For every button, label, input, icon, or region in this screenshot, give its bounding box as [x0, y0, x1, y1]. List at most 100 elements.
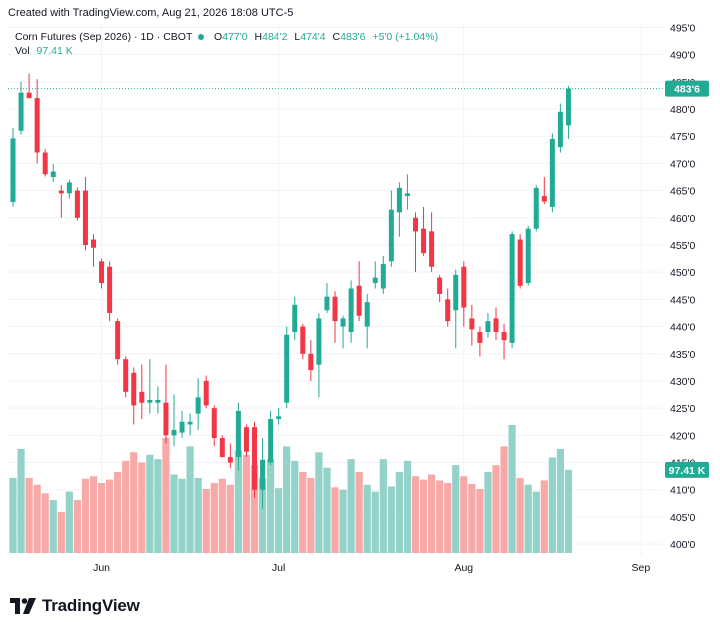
- candle-body: [485, 321, 491, 333]
- volume-bar: [379, 459, 387, 553]
- price-axis[interactable]: 400'0405'0410'0415'0420'0425'0430'0435'0…: [665, 22, 709, 551]
- volume-bar: [307, 477, 315, 553]
- candle-body: [565, 88, 571, 126]
- volume-bar: [508, 425, 516, 553]
- volume-bar: [419, 479, 428, 553]
- last-volume-badge: [665, 461, 709, 478]
- legend-open-label: O: [214, 31, 223, 43]
- volume-bar: [355, 471, 363, 553]
- candle-body: [123, 359, 129, 392]
- candle-body: [300, 326, 306, 354]
- price-chart[interactable]: 400'0405'0410'0415'0420'0425'0430'0435'0…: [0, 0, 720, 590]
- candle-body: [413, 217, 418, 232]
- legend-close-value: 483'6: [340, 31, 366, 43]
- candle-body: [252, 427, 257, 490]
- price-tick-label: 400'0: [670, 539, 696, 551]
- volume-bars: [9, 425, 573, 553]
- volume-bar: [226, 484, 234, 553]
- candle-body: [131, 372, 137, 406]
- volume-bar: [122, 460, 130, 553]
- volume-bar: [258, 477, 267, 553]
- volume-bar: [339, 489, 347, 553]
- volume-bar: [97, 483, 106, 553]
- candle-body: [469, 318, 475, 330]
- candle-body: [493, 318, 499, 333]
- chart-legend: Corn Futures (Sep 2026) · 1D · CBOT O477…: [15, 30, 438, 58]
- volume-bar: [315, 452, 323, 553]
- candle-body: [541, 196, 547, 202]
- price-tick-label: 450'0: [670, 267, 696, 279]
- candle-body: [219, 438, 225, 458]
- candle-body: [42, 152, 48, 175]
- candle-body: [517, 239, 523, 286]
- volume-bar: [130, 452, 138, 553]
- volume-bar: [428, 474, 436, 553]
- candle-body: [501, 332, 507, 341]
- volume-bar: [138, 462, 146, 553]
- volume-bar: [202, 489, 210, 553]
- candle-body: [525, 228, 531, 284]
- volume-bar: [291, 460, 299, 553]
- volume-bar: [516, 477, 524, 553]
- candle-body: [179, 421, 185, 433]
- volume-bar: [162, 437, 170, 553]
- price-tick-label: 440'0: [670, 322, 696, 334]
- candle-body: [163, 402, 169, 436]
- volume-bar: [323, 467, 331, 553]
- legend-high-value: 484'2: [262, 31, 288, 43]
- market-status-dot-icon: [198, 33, 205, 40]
- price-tick-label: 495'0: [670, 22, 696, 34]
- volume-bar: [484, 471, 492, 553]
- candle-body: [533, 187, 539, 229]
- candle-body: [372, 277, 378, 284]
- candle-body: [437, 277, 443, 294]
- candle-body: [461, 266, 467, 308]
- legend-low-label: L: [294, 31, 301, 43]
- candle-body: [139, 391, 145, 403]
- volume-bar: [49, 500, 57, 553]
- brand-name: TradingView: [42, 596, 140, 615]
- volume-bar: [363, 484, 371, 553]
- candle-body: [260, 459, 266, 490]
- volume-bar: [218, 478, 226, 553]
- volume-bar: [476, 489, 484, 553]
- candles: [10, 73, 571, 509]
- candle-body: [316, 318, 322, 365]
- candle-body: [107, 266, 113, 313]
- candle-body: [429, 231, 435, 267]
- volume-bar: [250, 465, 259, 553]
- volume-bar: [411, 476, 420, 553]
- volume-bar: [89, 476, 98, 553]
- volume-bar: [403, 460, 412, 553]
- candle-body: [50, 171, 56, 178]
- volume-bar: [65, 491, 73, 553]
- last-volume-badge-label: 97.41 K: [669, 465, 706, 477]
- legend-close-label: C: [332, 31, 341, 43]
- time-tick-label: Aug: [454, 562, 473, 574]
- volume-bar: [371, 491, 379, 553]
- volume-bar: [170, 474, 178, 553]
- candle-body: [284, 334, 290, 403]
- last-price-badge: [665, 80, 709, 97]
- price-tick-label: 405'0: [670, 512, 696, 524]
- volume-bar: [154, 459, 162, 553]
- candle-body: [348, 288, 354, 333]
- volume-bar: [347, 459, 355, 553]
- created-with-caption: Created with TradingView.com, Aug 21, 20…: [8, 7, 294, 19]
- candle-body: [147, 399, 153, 403]
- candle-body: [34, 98, 40, 153]
- candle-body: [549, 138, 555, 207]
- price-tick-label: 460'0: [670, 213, 696, 225]
- volume-bar: [452, 465, 460, 553]
- volume-bar: [275, 488, 283, 553]
- volume-bar: [436, 480, 444, 553]
- time-axis[interactable]: Jun Jul Aug Sep: [93, 562, 650, 574]
- price-tick-label: 475'0: [670, 131, 696, 143]
- candle-body: [453, 274, 459, 311]
- candle-body: [557, 111, 563, 148]
- legend-ohlc-line: Corn Futures (Sep 2026) · 1D · CBOT O477…: [15, 30, 438, 44]
- legend-change: +5'0 (+1.04%): [372, 31, 439, 43]
- volume-bar: [114, 471, 122, 553]
- legend-volume-value: 97.41 K: [36, 45, 73, 57]
- candle-body: [26, 92, 32, 99]
